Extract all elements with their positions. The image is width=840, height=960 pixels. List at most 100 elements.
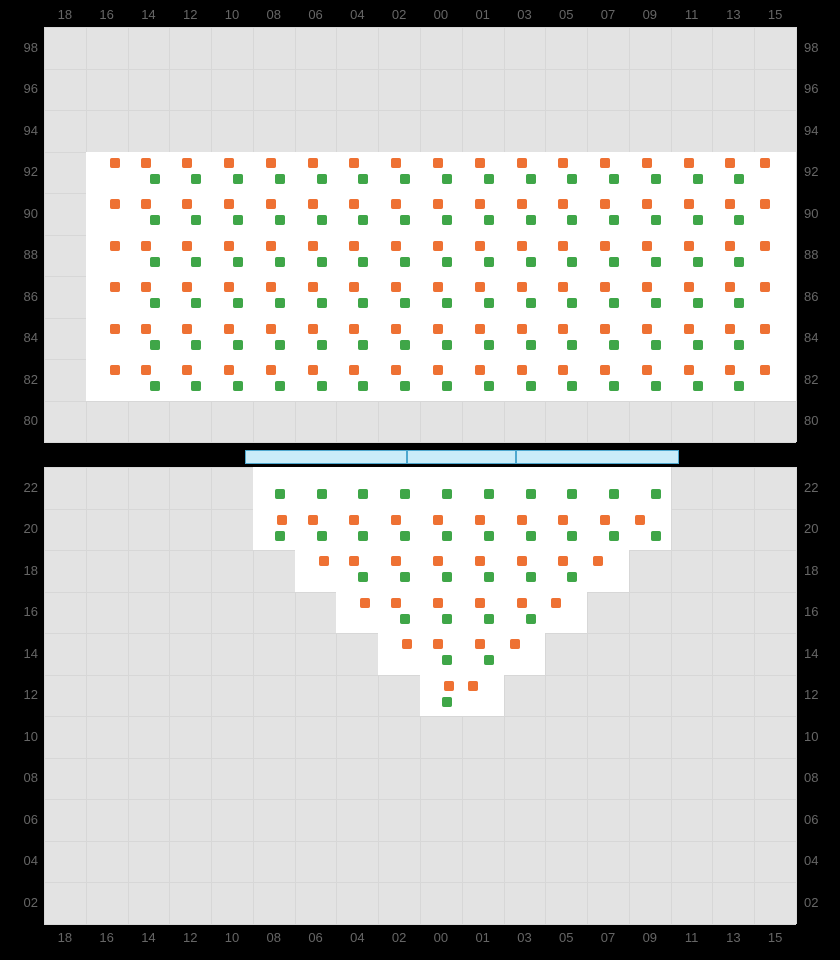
- seat-marker-orange[interactable]: [517, 598, 527, 608]
- seat-marker-green[interactable]: [358, 381, 368, 391]
- seat-marker-orange[interactable]: [110, 365, 120, 375]
- seat-marker-green[interactable]: [275, 531, 285, 541]
- seat-marker-orange[interactable]: [635, 515, 645, 525]
- seat-marker-orange[interactable]: [141, 158, 151, 168]
- seat-marker-orange[interactable]: [433, 282, 443, 292]
- seat-marker-orange[interactable]: [517, 158, 527, 168]
- seat-marker-orange[interactable]: [110, 241, 120, 251]
- seat-marker-orange[interactable]: [433, 199, 443, 209]
- seat-marker-green[interactable]: [358, 215, 368, 225]
- seat-marker-orange[interactable]: [141, 324, 151, 334]
- seat-marker-orange[interactable]: [558, 324, 568, 334]
- seat-marker-orange[interactable]: [391, 515, 401, 525]
- seat-marker-green[interactable]: [233, 215, 243, 225]
- seat-marker-orange[interactable]: [308, 241, 318, 251]
- seat-marker-orange[interactable]: [433, 515, 443, 525]
- seat-marker-green[interactable]: [358, 298, 368, 308]
- seat-marker-green[interactable]: [191, 215, 201, 225]
- seat-marker-green[interactable]: [734, 257, 744, 267]
- seat-marker-green[interactable]: [484, 257, 494, 267]
- seat-marker-green[interactable]: [567, 531, 577, 541]
- seat-marker-orange[interactable]: [182, 365, 192, 375]
- seat-marker-green[interactable]: [651, 215, 661, 225]
- seat-marker-green[interactable]: [651, 531, 661, 541]
- seat-cell[interactable]: [545, 467, 587, 509]
- seat-marker-orange[interactable]: [141, 365, 151, 375]
- seat-cell[interactable]: [86, 193, 128, 235]
- seat-marker-green[interactable]: [484, 614, 494, 624]
- seat-marker-orange[interactable]: [684, 199, 694, 209]
- seat-marker-orange[interactable]: [391, 199, 401, 209]
- seat-marker-orange[interactable]: [349, 365, 359, 375]
- seat-marker-green[interactable]: [400, 298, 410, 308]
- seat-marker-green[interactable]: [400, 340, 410, 350]
- seat-marker-orange[interactable]: [725, 158, 735, 168]
- seat-marker-orange[interactable]: [224, 365, 234, 375]
- seat-marker-green[interactable]: [150, 215, 160, 225]
- seat-marker-orange[interactable]: [433, 639, 443, 649]
- seat-marker-green[interactable]: [400, 572, 410, 582]
- seat-marker-green[interactable]: [191, 174, 201, 184]
- seat-marker-green[interactable]: [317, 381, 327, 391]
- seat-marker-orange[interactable]: [391, 241, 401, 251]
- seat-marker-green[interactable]: [567, 340, 577, 350]
- seat-marker-green[interactable]: [442, 489, 452, 499]
- seat-marker-orange[interactable]: [349, 282, 359, 292]
- seat-marker-orange[interactable]: [600, 282, 610, 292]
- seat-marker-orange[interactable]: [725, 199, 735, 209]
- seat-marker-green[interactable]: [526, 215, 536, 225]
- seat-marker-green[interactable]: [734, 381, 744, 391]
- seat-marker-orange[interactable]: [558, 199, 568, 209]
- seat-marker-orange[interactable]: [642, 158, 652, 168]
- seat-marker-orange[interactable]: [600, 324, 610, 334]
- seat-marker-green[interactable]: [734, 215, 744, 225]
- seat-marker-green[interactable]: [191, 298, 201, 308]
- seat-marker-orange[interactable]: [266, 324, 276, 334]
- seat-marker-orange[interactable]: [444, 681, 454, 691]
- seat-marker-green[interactable]: [526, 381, 536, 391]
- seat-marker-green[interactable]: [400, 257, 410, 267]
- seat-marker-green[interactable]: [567, 298, 577, 308]
- seat-marker-orange[interactable]: [684, 282, 694, 292]
- seat-marker-green[interactable]: [609, 215, 619, 225]
- seat-marker-green[interactable]: [484, 340, 494, 350]
- seat-marker-orange[interactable]: [182, 241, 192, 251]
- seat-marker-green[interactable]: [400, 614, 410, 624]
- seat-marker-orange[interactable]: [600, 199, 610, 209]
- seat-marker-orange[interactable]: [319, 556, 329, 566]
- seat-marker-green[interactable]: [567, 381, 577, 391]
- seat-marker-green[interactable]: [442, 697, 452, 707]
- seat-marker-green[interactable]: [275, 257, 285, 267]
- seat-marker-green[interactable]: [233, 257, 243, 267]
- seat-marker-green[interactable]: [693, 340, 703, 350]
- seat-marker-green[interactable]: [150, 257, 160, 267]
- seat-marker-green[interactable]: [317, 340, 327, 350]
- seat-marker-orange[interactable]: [391, 324, 401, 334]
- seat-marker-green[interactable]: [275, 381, 285, 391]
- seat-marker-green[interactable]: [484, 215, 494, 225]
- seat-marker-green[interactable]: [693, 298, 703, 308]
- seat-marker-green[interactable]: [567, 489, 577, 499]
- seat-marker-green[interactable]: [275, 298, 285, 308]
- seat-marker-orange[interactable]: [141, 282, 151, 292]
- seat-marker-orange[interactable]: [224, 199, 234, 209]
- seat-cell[interactable]: [86, 152, 128, 194]
- seat-marker-orange[interactable]: [725, 282, 735, 292]
- seat-marker-orange[interactable]: [224, 282, 234, 292]
- seat-cell[interactable]: [86, 359, 128, 401]
- seat-marker-orange[interactable]: [349, 158, 359, 168]
- seat-marker-green[interactable]: [400, 531, 410, 541]
- seat-marker-green[interactable]: [317, 531, 327, 541]
- seat-marker-orange[interactable]: [360, 598, 370, 608]
- seat-marker-green[interactable]: [442, 655, 452, 665]
- seat-marker-green[interactable]: [317, 489, 327, 499]
- seat-marker-orange[interactable]: [308, 158, 318, 168]
- seat-cell[interactable]: [587, 467, 629, 509]
- seat-marker-orange[interactable]: [684, 365, 694, 375]
- seat-marker-green[interactable]: [442, 257, 452, 267]
- seat-marker-orange[interactable]: [391, 598, 401, 608]
- seat-marker-orange[interactable]: [391, 365, 401, 375]
- seat-marker-orange[interactable]: [141, 241, 151, 251]
- seat-marker-green[interactable]: [233, 381, 243, 391]
- seat-marker-orange[interactable]: [391, 556, 401, 566]
